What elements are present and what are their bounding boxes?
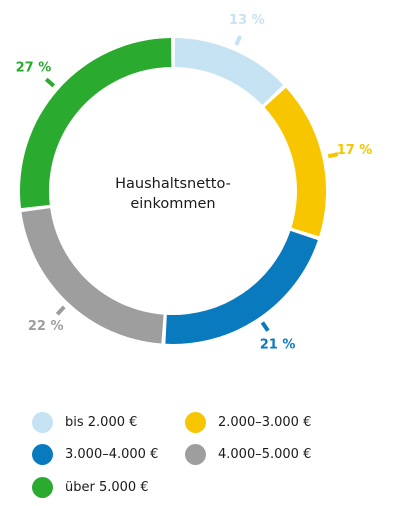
donut-slice-3-000-4-000 [165, 230, 318, 345]
legend-label: bis 2.000 € [65, 414, 138, 430]
legend-item-under-2000: bis 2.000 € [32, 410, 137, 434]
legend-item-2000-3000: 2.000–3.000 € [185, 410, 311, 434]
legend-item-over-5000: über 5.000 € [32, 475, 149, 499]
leader-tick [260, 321, 270, 332]
legend-label: über 5.000 € [65, 479, 149, 495]
legend-swatch [32, 476, 53, 498]
data-label-bis-2-000: 13 % [229, 13, 265, 28]
legend-item-4000-5000: 4.000–5.000 € [185, 442, 311, 466]
data-label-4-000-5-000: 22 % [28, 319, 64, 334]
legend-swatch [32, 411, 53, 433]
center-label-line-2: einkommen [130, 196, 216, 212]
legend-swatch [185, 443, 206, 465]
legend-label: 3.000–4.000 € [65, 446, 159, 462]
donut-chart: 13 % 17 % 21 % 22 % 27 % [16, 13, 373, 353]
data-label-ber-5-000: 27 % [16, 60, 52, 75]
legend-item-3000-4000: 3.000–4.000 € [32, 442, 158, 466]
leader-tick [44, 77, 56, 88]
donut-slice-bis-2-000 [174, 38, 284, 105]
leader-tick [327, 152, 339, 159]
center-label-line-1: Haushaltsnetto- [115, 176, 231, 192]
legend-label: 4.000–5.000 € [218, 446, 312, 462]
data-label-3-000-4-000: 21 % [260, 337, 296, 352]
chart-legend: bis 2.000 € 2.000–3.000 € 3.000–4.000 € … [0, 405, 400, 505]
leader-tick [234, 35, 242, 46]
donut-center-label: Haushaltsnetto- einkommen [100, 174, 246, 214]
leader-tick [55, 305, 66, 316]
legend-swatch [32, 443, 53, 465]
donut-slice-4-000-5-000 [21, 208, 164, 344]
legend-label: 2.000–3.000 € [218, 414, 312, 430]
donut-slice-ber-5-000 [19, 38, 172, 209]
data-label-2-000-3-000: 17 % [337, 143, 373, 158]
legend-swatch [185, 411, 206, 433]
donut-slice-2-000-3-000 [264, 87, 326, 237]
